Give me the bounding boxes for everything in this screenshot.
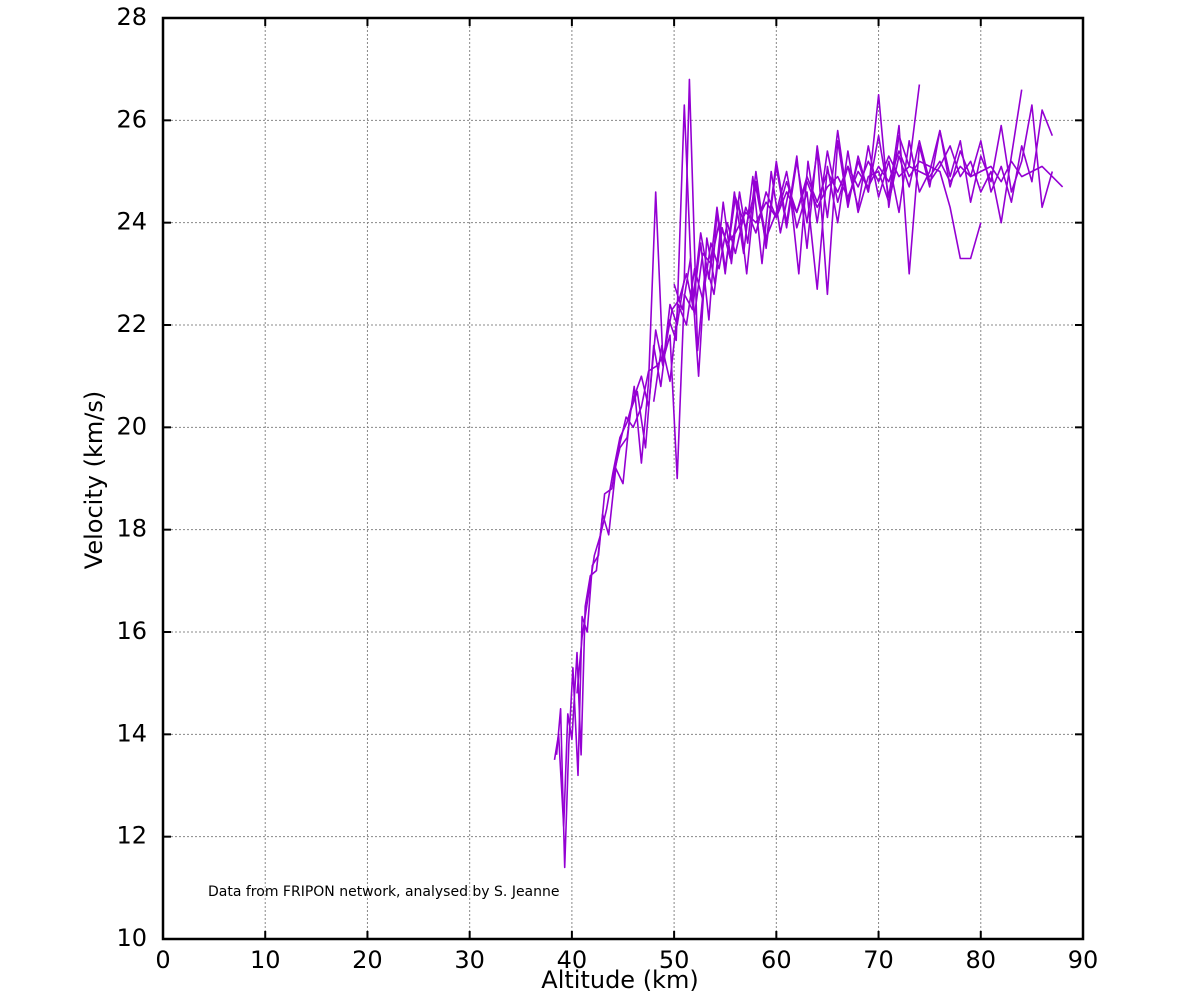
chart-annotation: Data from FRIPON network, analysed by S.… — [208, 884, 560, 900]
y-tick-label: 20 — [116, 412, 147, 440]
series-line-5 — [652, 155, 1064, 402]
y-tick-label: 24 — [116, 208, 147, 236]
x-tick-label: 0 — [155, 946, 170, 974]
series-line-2 — [553, 84, 921, 828]
y-tick-labels: 10 12 14 16 18 20 22 24 26 28 — [116, 3, 147, 952]
x-tick-label: 90 — [1068, 946, 1099, 974]
x-axis-title: Altitude (km) — [541, 966, 698, 994]
x-tick-label: 40 — [557, 946, 588, 974]
y-axis-title: Velocity (km/s) — [80, 391, 108, 569]
x-tick-label: 20 — [352, 946, 383, 974]
x-tick-label: 10 — [250, 946, 281, 974]
y-tick-label: 22 — [116, 310, 147, 338]
y-tick-label: 12 — [116, 822, 147, 850]
y-tick-label: 14 — [116, 719, 147, 747]
series-group — [553, 78, 1064, 869]
x-tick-label: 30 — [454, 946, 485, 974]
y-tick-label: 16 — [116, 617, 147, 645]
x-tick-label: 50 — [659, 946, 690, 974]
x-tick-label: 80 — [966, 946, 997, 974]
axis-ticks — [162, 17, 1084, 940]
plot-frame — [161, 16, 1085, 941]
x-tick-labels: 0 10 20 30 40 50 60 70 80 90 — [155, 946, 1098, 974]
x-tick-label: 60 — [761, 946, 792, 974]
y-tick-label: 26 — [116, 105, 147, 133]
y-tick-label: 18 — [116, 515, 147, 543]
y-tick-label: 10 — [116, 924, 147, 952]
y-tick-label: 28 — [116, 3, 147, 31]
x-tick-label: 70 — [863, 946, 894, 974]
series-line-6 — [673, 104, 1054, 378]
